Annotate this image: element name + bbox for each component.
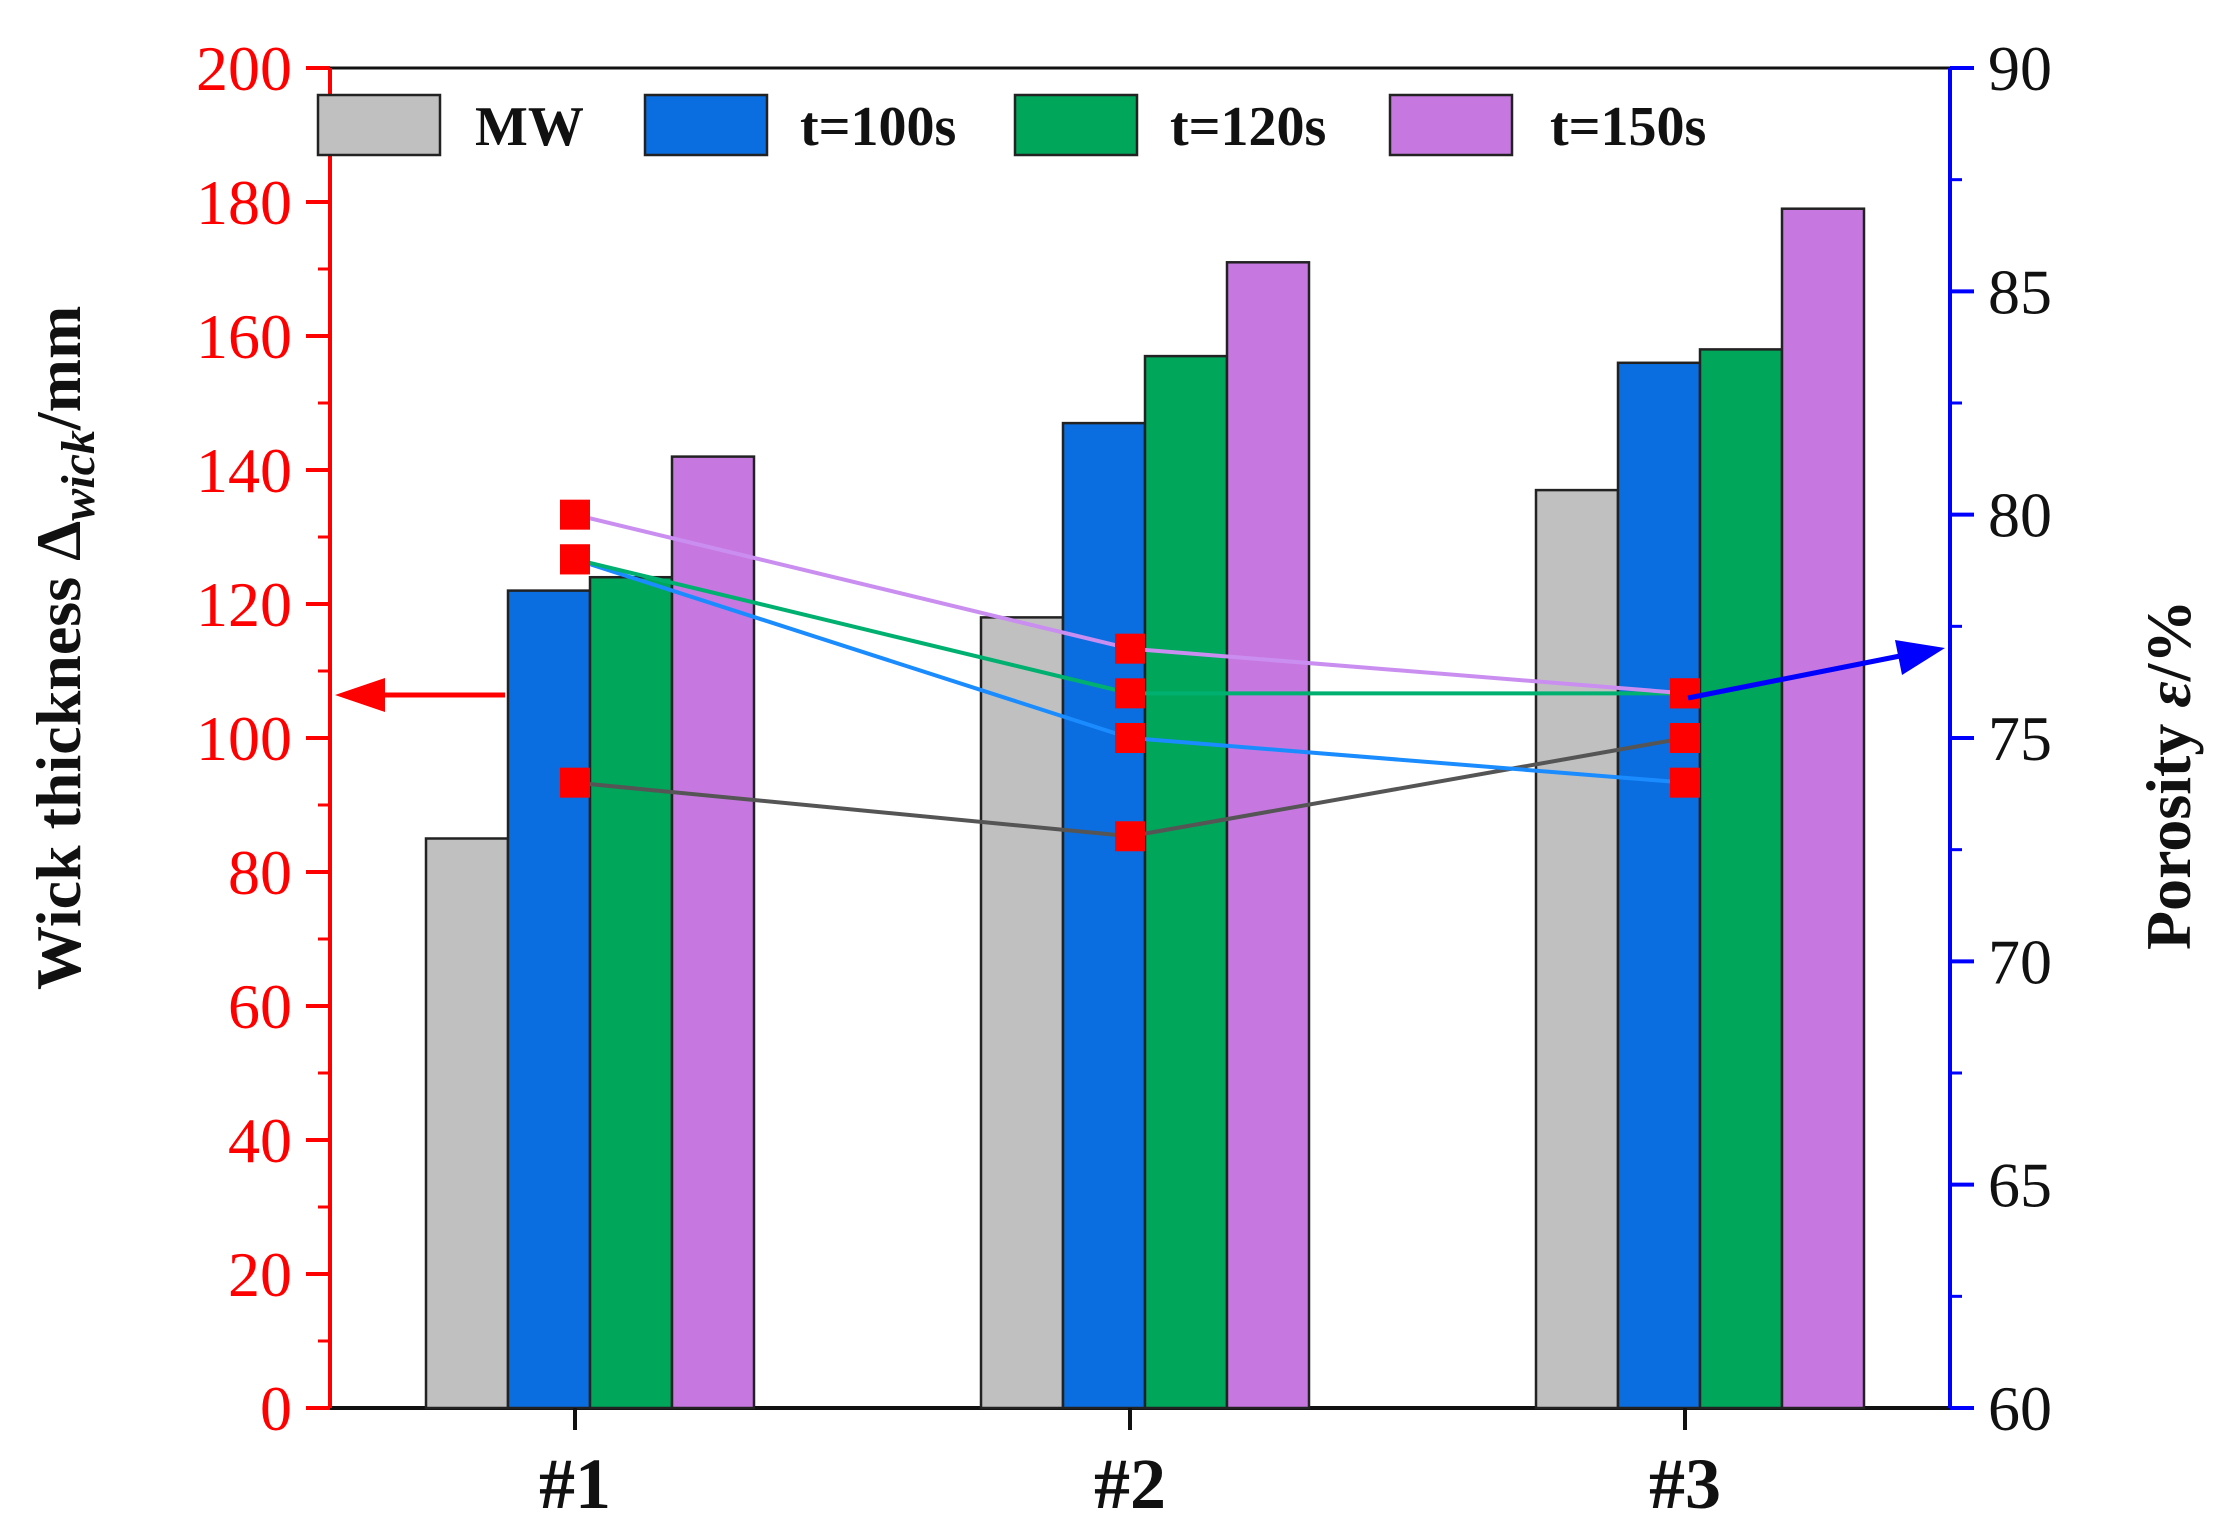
bar-t=150s-#3 (1780, 207, 1866, 1410)
left-tick-label: 80 (228, 837, 292, 908)
bar-MW-#3 (1534, 488, 1620, 1410)
category-label: #3 (1649, 1444, 1721, 1524)
right-tick-label: 80 (1988, 480, 2052, 551)
right-axis-title: Porosity ε/% (2133, 600, 2204, 950)
porosity-marker-t=150s-#2 (1115, 633, 1145, 664)
left-tick-label: 120 (196, 569, 292, 640)
left-tick-label: 40 (228, 1105, 292, 1176)
porosity-lines-group (560, 499, 1700, 852)
bars-group (424, 207, 1866, 1410)
bar-t=120s-#2 (1143, 354, 1229, 1410)
left-tick-label: 180 (196, 167, 292, 238)
right-tick-label: 65 (1988, 1150, 2052, 1221)
right-axis-arrowhead (1895, 640, 1945, 675)
left-tick-label: 140 (196, 435, 292, 506)
bar-MW-#1 (424, 837, 510, 1410)
legend-label-t=150s: t=150s (1550, 96, 1706, 158)
bar-t=100s-#3 (1616, 361, 1702, 1410)
left-axis: 0 20 40 60 80 100 120 140 160 180 200 (196, 33, 332, 1444)
bar-t=120s-#1 (588, 575, 674, 1410)
legend-label-MW: MW (475, 96, 584, 158)
bar-t=100s-#2 (1061, 421, 1147, 1410)
bar-t=100s-#1 (506, 589, 592, 1410)
porosity-marker-MW-#1 (560, 767, 590, 798)
legend-swatch-t=100s (643, 93, 769, 157)
porosity-marker-t=120s-#2 (1115, 678, 1145, 709)
right-tick-label: 70 (1988, 926, 2052, 997)
right-axis: 60 65 70 75 80 85 90 (1948, 33, 2052, 1444)
legend-label-t=100s: t=100s (800, 96, 956, 158)
category-label: #1 (539, 1444, 611, 1524)
left-tick-label: 20 (228, 1239, 292, 1310)
left-tick-label: 100 (196, 703, 292, 774)
category-axis: #1 #2 #3 (539, 1408, 1721, 1524)
porosity-marker-t=100s-#2 (1115, 723, 1145, 753)
left-axis-title: Wick thickness Δwick/mm (23, 306, 105, 990)
porosity-marker-t=150s-#3 (1670, 678, 1700, 709)
right-tick-label: 75 (1988, 703, 2052, 774)
bar-t=150s-#2 (1225, 261, 1311, 1410)
right-tick-label: 90 (1988, 33, 2052, 104)
right-axis-arrow-line (1687, 653, 1901, 701)
legend-label-t=120s: t=120s (1170, 96, 1326, 158)
right-tick-label: 85 (1988, 256, 2052, 327)
left-tick-label: 0 (260, 1373, 292, 1444)
porosity-marker-t=120s-#1 (560, 544, 590, 575)
right-tick-label: 60 (1988, 1373, 2052, 1444)
left-tick-label: 200 (196, 33, 292, 104)
porosity-marker-MW-#3 (1670, 723, 1700, 753)
bar-t=120s-#3 (1698, 348, 1784, 1410)
legend-swatch-t=150s (1388, 93, 1514, 157)
porosity-marker-t=100s-#3 (1670, 767, 1700, 798)
porosity-marker-t=150s-#1 (560, 499, 590, 530)
legend-swatch-t=120s (1013, 93, 1139, 157)
left-tick-label: 60 (228, 971, 292, 1042)
category-label: #2 (1094, 1444, 1166, 1524)
left-axis-arrowhead (335, 678, 385, 712)
axis-arrows (335, 640, 1945, 712)
bar-t=150s-#1 (670, 455, 756, 1410)
legend-swatch-MW (316, 93, 442, 157)
legend: MW t=100s t=120s t=150s (316, 93, 1706, 158)
bar-MW-#2 (979, 616, 1065, 1410)
porosity-marker-MW-#2 (1115, 821, 1145, 852)
left-tick-label: 160 (196, 301, 292, 372)
